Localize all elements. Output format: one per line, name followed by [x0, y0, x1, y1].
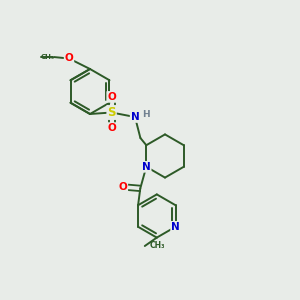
Text: CH₃: CH₃ [149, 242, 165, 250]
Text: O: O [107, 123, 116, 133]
Text: O: O [118, 182, 127, 192]
Text: O: O [64, 53, 74, 64]
Text: CH₃: CH₃ [41, 54, 55, 60]
Text: O: O [107, 92, 116, 102]
Text: H: H [142, 110, 150, 118]
Text: O: O [53, 56, 54, 58]
Text: N: N [142, 162, 151, 172]
Text: N: N [130, 112, 140, 122]
Text: S: S [107, 106, 116, 119]
Text: N: N [171, 222, 180, 232]
